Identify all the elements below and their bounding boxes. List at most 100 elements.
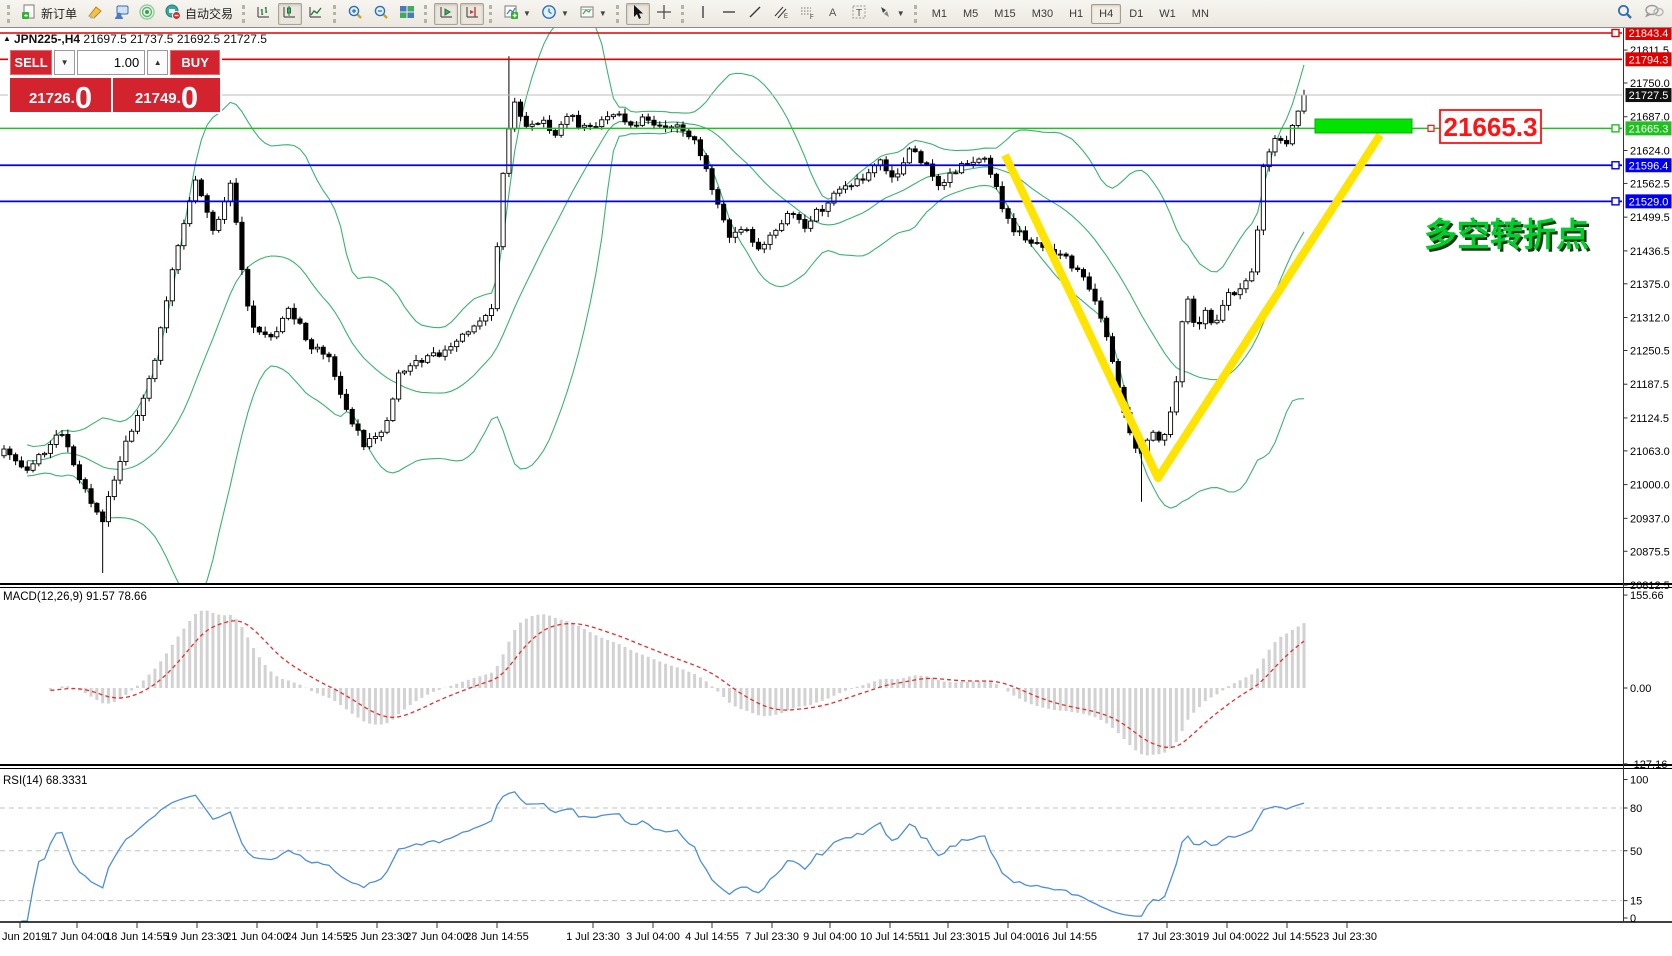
trendline-button[interactable]: [743, 3, 767, 25]
chat-icon[interactable]: [1644, 3, 1664, 26]
buy-price-pip: 0: [180, 80, 199, 115]
zoom-in-button[interactable]: [343, 3, 367, 25]
search-icon[interactable]: [1616, 3, 1634, 26]
sell-button[interactable]: SELL: [10, 50, 53, 75]
volume-increase-button[interactable]: ▲: [147, 50, 169, 75]
chevron-down-icon: ▼: [896, 9, 905, 18]
profile-icon: [113, 4, 129, 23]
tab-timeframe-M1[interactable]: M1: [931, 7, 947, 20]
svg-text:21312.0: 21312.0: [1630, 313, 1670, 325]
text-button[interactable]: A: [821, 3, 845, 25]
zoom-out-button[interactable]: [369, 3, 393, 25]
fibonacci-icon: F: [799, 4, 815, 23]
tab-timeframe-H4[interactable]: H4: [1091, 3, 1122, 24]
line-chart-button[interactable]: [304, 3, 328, 25]
toolbar-grip[interactable]: [7, 4, 12, 23]
horizontal-line-icon: [721, 4, 737, 23]
one-click-trading-panel: SELL ▼ ▲ BUY 21726.0 21749.0: [8, 48, 222, 114]
svg-text:21665.3: 21665.3: [1629, 123, 1669, 135]
sell-price[interactable]: 21726. 0: [10, 78, 112, 115]
vertical-line-button[interactable]: [691, 3, 715, 25]
tab-timeframe-M5[interactable]: M5: [963, 7, 979, 20]
svg-text:22 Jul 14:55: 22 Jul 14:55: [1257, 931, 1317, 943]
svg-text:24 Jun 14:55: 24 Jun 14:55: [285, 931, 349, 943]
collapse-panel-icon[interactable]: ▲: [3, 34, 11, 43]
bar-chart-icon: [256, 4, 272, 23]
fibonacci-button[interactable]: F: [795, 3, 819, 25]
zoom-out-icon: [373, 4, 389, 23]
svg-text:50: 50: [1630, 846, 1642, 858]
svg-text:3 Jun 2019: 3 Jun 2019: [0, 931, 47, 943]
auto-scroll-button[interactable]: [434, 2, 459, 25]
indicators-button[interactable]: ▼: [499, 3, 535, 25]
price-axis[interactable]: 21811.521750.021687.021624.021562.521499…: [1623, 26, 1672, 592]
svg-text:21727.5: 21727.5: [1629, 90, 1669, 102]
rsi-indicator: [21, 791, 1305, 922]
data-window-button[interactable]: [109, 3, 133, 25]
toolbar-grip[interactable]: [913, 4, 919, 23]
text-label-button[interactable]: T: [847, 3, 871, 25]
indicator-axis[interactable]: 155.66 0.00 -127.16 100 80 50 15 0: [1623, 590, 1668, 925]
new-order-button[interactable]: 新订单: [17, 3, 81, 25]
tab-timeframe-W1[interactable]: W1: [1159, 7, 1176, 20]
svg-text:T: T: [856, 8, 862, 19]
buy-price-main: 21749: [134, 90, 177, 107]
svg-text:20937.0: 20937.0: [1630, 513, 1670, 525]
svg-text:1 Jul 23:30: 1 Jul 23:30: [566, 931, 620, 943]
tile-windows-button[interactable]: [395, 3, 419, 25]
crosshair-button[interactable]: [652, 3, 676, 25]
horizontal-line-button[interactable]: [717, 3, 741, 25]
symbol-timeframe: JPN225-,H4: [14, 32, 81, 46]
chart-area[interactable]: ▲ JPN225-,H4 21697.5 21737.5 21692.5 217…: [0, 26, 1672, 951]
main-toolbar: 新订单 自动交易: [0, 0, 1672, 28]
arrows-button[interactable]: ▼: [873, 3, 909, 25]
timeframe-group: M1 M5 M15 M30 H1 H4 D1 W1 MN: [924, 3, 1217, 24]
market-watch-button[interactable]: [83, 3, 107, 25]
svg-text:15: 15: [1630, 896, 1642, 908]
svg-text:20812.5: 20812.5: [1630, 580, 1670, 592]
svg-text:-127.16: -127.16: [1630, 759, 1667, 771]
toolbar-grip[interactable]: [333, 4, 338, 23]
volume-input[interactable]: [77, 50, 146, 75]
svg-text:28 Jun 14:55: 28 Jun 14:55: [465, 931, 529, 943]
toolbar-grip[interactable]: [489, 4, 494, 23]
tab-timeframe-M30[interactable]: M30: [1031, 7, 1054, 20]
tab-timeframe-MN[interactable]: MN: [1191, 7, 1209, 20]
svg-text:100: 100: [1630, 775, 1648, 787]
svg-text:21499.5: 21499.5: [1630, 212, 1670, 224]
signals-button[interactable]: [135, 3, 159, 25]
indicator-labels: MACD(12,26,9) 91.57 78.66 RSI(14) 68.3331: [3, 591, 147, 787]
auto-trading-label: 自动交易: [185, 7, 234, 21]
toolbar-grip[interactable]: [424, 4, 429, 23]
svg-text:20875.5: 20875.5: [1630, 546, 1670, 558]
toolbar-grip[interactable]: [615, 4, 621, 23]
toolbar-grip[interactable]: [680, 4, 686, 23]
buy-price[interactable]: 21749. 0: [113, 78, 220, 115]
panel-separators[interactable]: [0, 28, 1672, 923]
trendline-icon: [747, 4, 763, 23]
toolbar-grip[interactable]: [242, 4, 247, 23]
svg-text:21750.0: 21750.0: [1630, 78, 1670, 90]
tab-timeframe-H1[interactable]: H1: [1069, 7, 1084, 20]
equidistant-channel-button[interactable]: E: [769, 3, 793, 25]
svg-text:27 Jun 04:00: 27 Jun 04:00: [405, 931, 469, 943]
chevron-down-icon: ▼: [560, 9, 569, 18]
chart-shift-button[interactable]: [460, 2, 485, 25]
svg-text:25 Jun 23:30: 25 Jun 23:30: [345, 931, 409, 943]
svg-text:0.00: 0.00: [1630, 683, 1651, 695]
volume-decrease-button[interactable]: ▼: [54, 50, 76, 75]
signal-icon: [139, 4, 155, 23]
bar-chart-button[interactable]: [252, 3, 276, 25]
tab-timeframe-M15[interactable]: M15: [994, 7, 1016, 20]
periods-button[interactable]: ▼: [537, 3, 573, 25]
chart-canvas[interactable]: 21665.3多空转折点多空转折点21811.521750.021687.021…: [0, 26, 1672, 951]
candlestick-chart-button[interactable]: [278, 2, 303, 25]
auto-trading-button[interactable]: 自动交易: [161, 3, 237, 25]
sell-price-pip: 0: [74, 80, 93, 115]
tab-timeframe-D1[interactable]: D1: [1129, 7, 1144, 20]
svg-text:23 Jul 23:30: 23 Jul 23:30: [1317, 931, 1377, 943]
templates-button[interactable]: ▼: [575, 3, 611, 25]
buy-button[interactable]: BUY: [170, 50, 221, 75]
cursor-button[interactable]: [625, 2, 650, 25]
